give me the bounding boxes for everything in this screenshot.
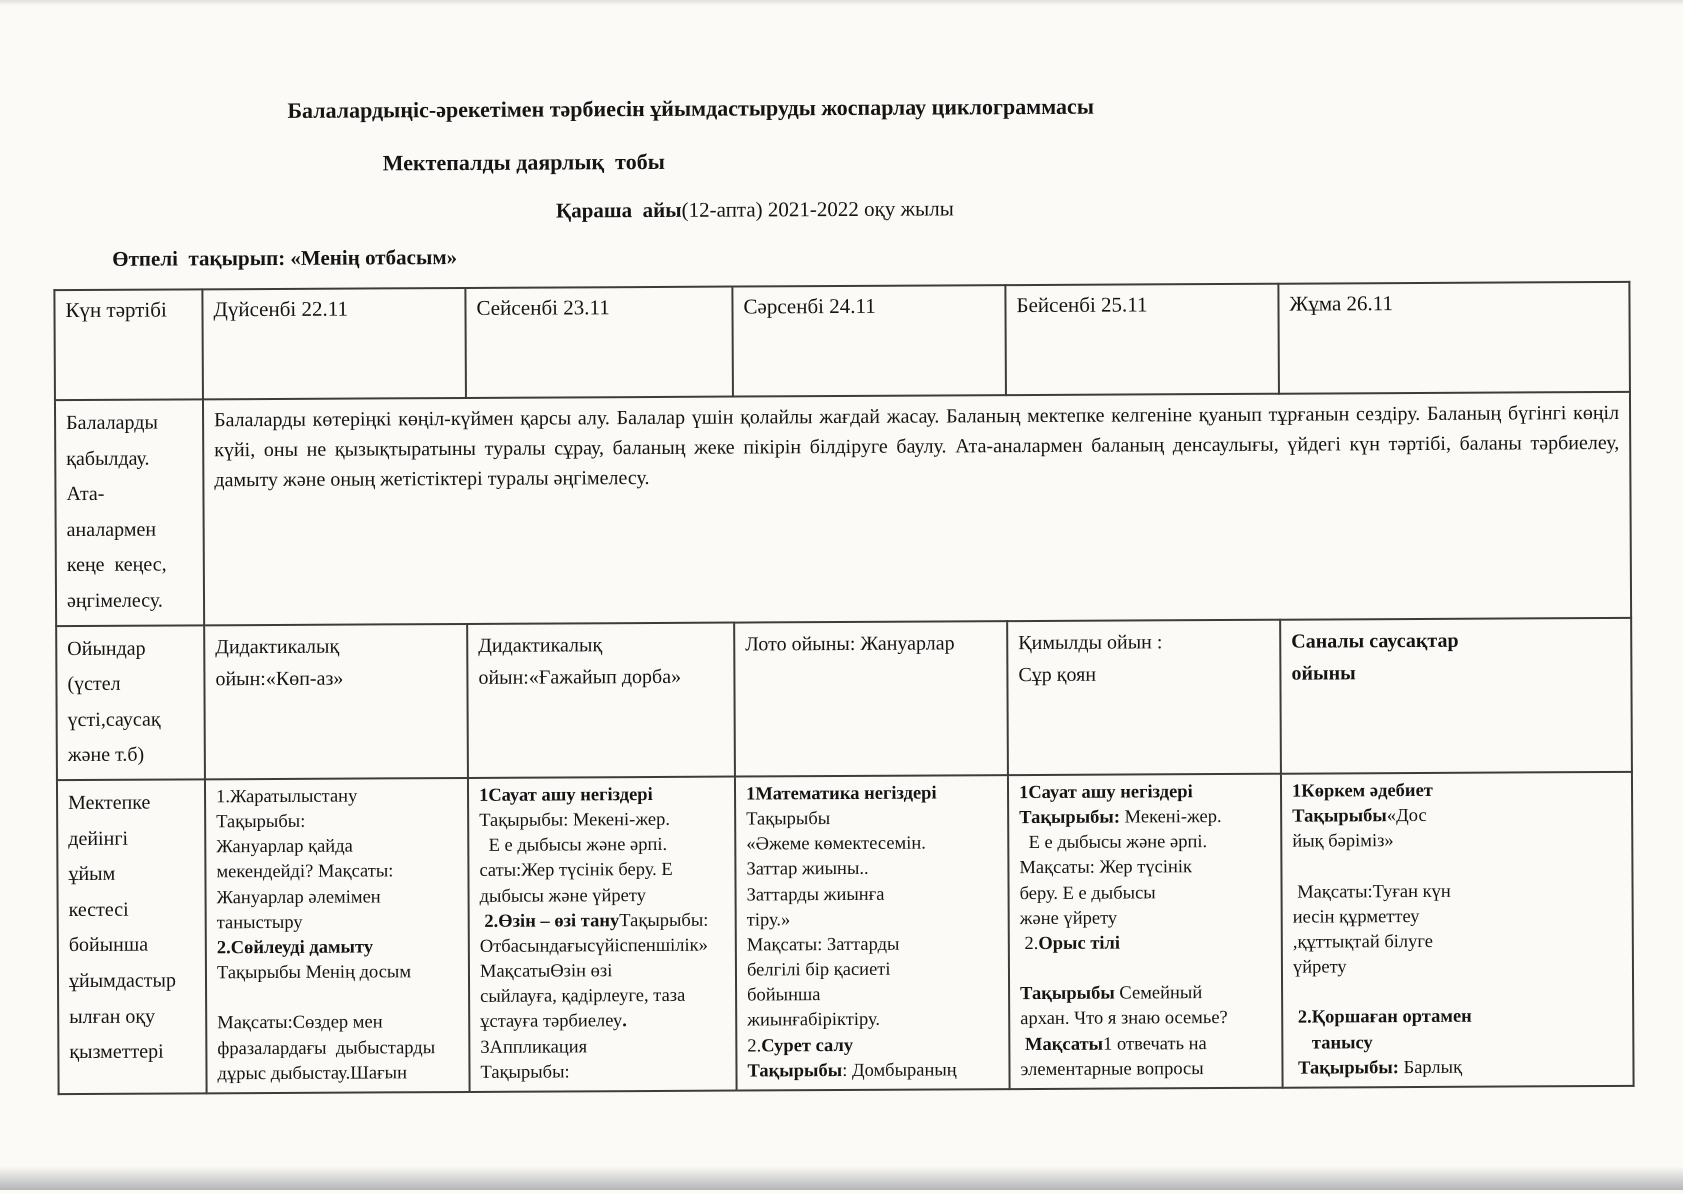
header-cell-thursday: Бейсенбі 25.11 (1005, 283, 1279, 396)
games-cell-wednesday: Лото ойыны: Жануарлар (734, 620, 1008, 777)
games-row-label: Ойындар (үстел үсті,саусақ және т.б) (56, 624, 205, 781)
month-line: Қараша айы(12-апта) 2021-2022 оқу жылы (556, 196, 954, 223)
header-cell-monday: Дүйсенбі 22.11 (202, 287, 466, 400)
games-cell-friday: Саналы саусақтар ойыны (1280, 617, 1632, 774)
lessons-cell-monday: 1.Жаратылыстану Тақырыбы: Жануарлар қайд… (204, 777, 470, 1094)
lessons-cell-wednesday: 1Математика негіздері Тақырыбы «Әжеме кө… (734, 775, 1010, 1091)
lessons-cell-thursday: 1Сауат ашу негіздері Тақырыбы: Мекені-же… (1007, 773, 1283, 1089)
header-cell-wednesday: Сәрсенбі 24.11 (732, 285, 1006, 397)
reception-row-label: Балаларды қабылдау. Ата- аналармен кеңе … (54, 399, 205, 626)
header-cell-tuesday: Сейсенбі 23.11 (465, 286, 733, 398)
header-cell-regime: Күн тәртібі (54, 289, 203, 401)
header-row: Күн тәртібі Дүйсенбі 22.11 Сейсенбі 23.1… (54, 281, 1630, 401)
games-cell-tuesday: Дидактикалық ойын:«Ғажайып дорба» (467, 622, 735, 778)
lessons-row-label: Мектепке дейінгі ұйым кестесі бойынша ұй… (56, 779, 207, 1094)
lessons-row: Мектепке дейінгі ұйым кестесі бойынша ұй… (56, 771, 1634, 1094)
reception-row: Балаларды қабылдау. Ата- аналармен кеңе … (54, 391, 1632, 626)
month-details: (12-апта) 2021-2022 оқу жылы (681, 196, 954, 222)
page-title: Балалардыңіс-әрекетімен тәрбиесін ұйымда… (287, 93, 1095, 123)
games-cell-thursday: Қимылды ойын : Сұр қоян (1007, 619, 1281, 776)
group-title: Мектепалды даярлық тобы (382, 148, 665, 176)
games-cell-monday: Дидактикалық ойын:«Көп-аз» (204, 623, 468, 780)
month-name: Қараша айы (555, 197, 682, 223)
lessons-cell-tuesday: 1Сауат ашу негіздері Тақырыбы: Мекені-же… (467, 776, 737, 1092)
games-row: Ойындар (үстел үсті,саусақ және т.б) Дид… (56, 617, 1632, 781)
transition-theme-title: Өтпелі тақырып: «Менің отбасым» (112, 245, 458, 271)
schedule-table: Күн тәртібі Дүйсенбі 22.11 Сейсенбі 23.1… (53, 281, 1634, 1095)
header-cell-friday: Жұма 26.11 (1278, 281, 1630, 394)
reception-row-text: Балаларды көтеріңкі көңіл-күймен қарсы а… (202, 391, 1632, 625)
lessons-cell-friday: 1Көркем әдебиет Тақырыбы«Дос йық бәріміз… (1280, 771, 1634, 1088)
